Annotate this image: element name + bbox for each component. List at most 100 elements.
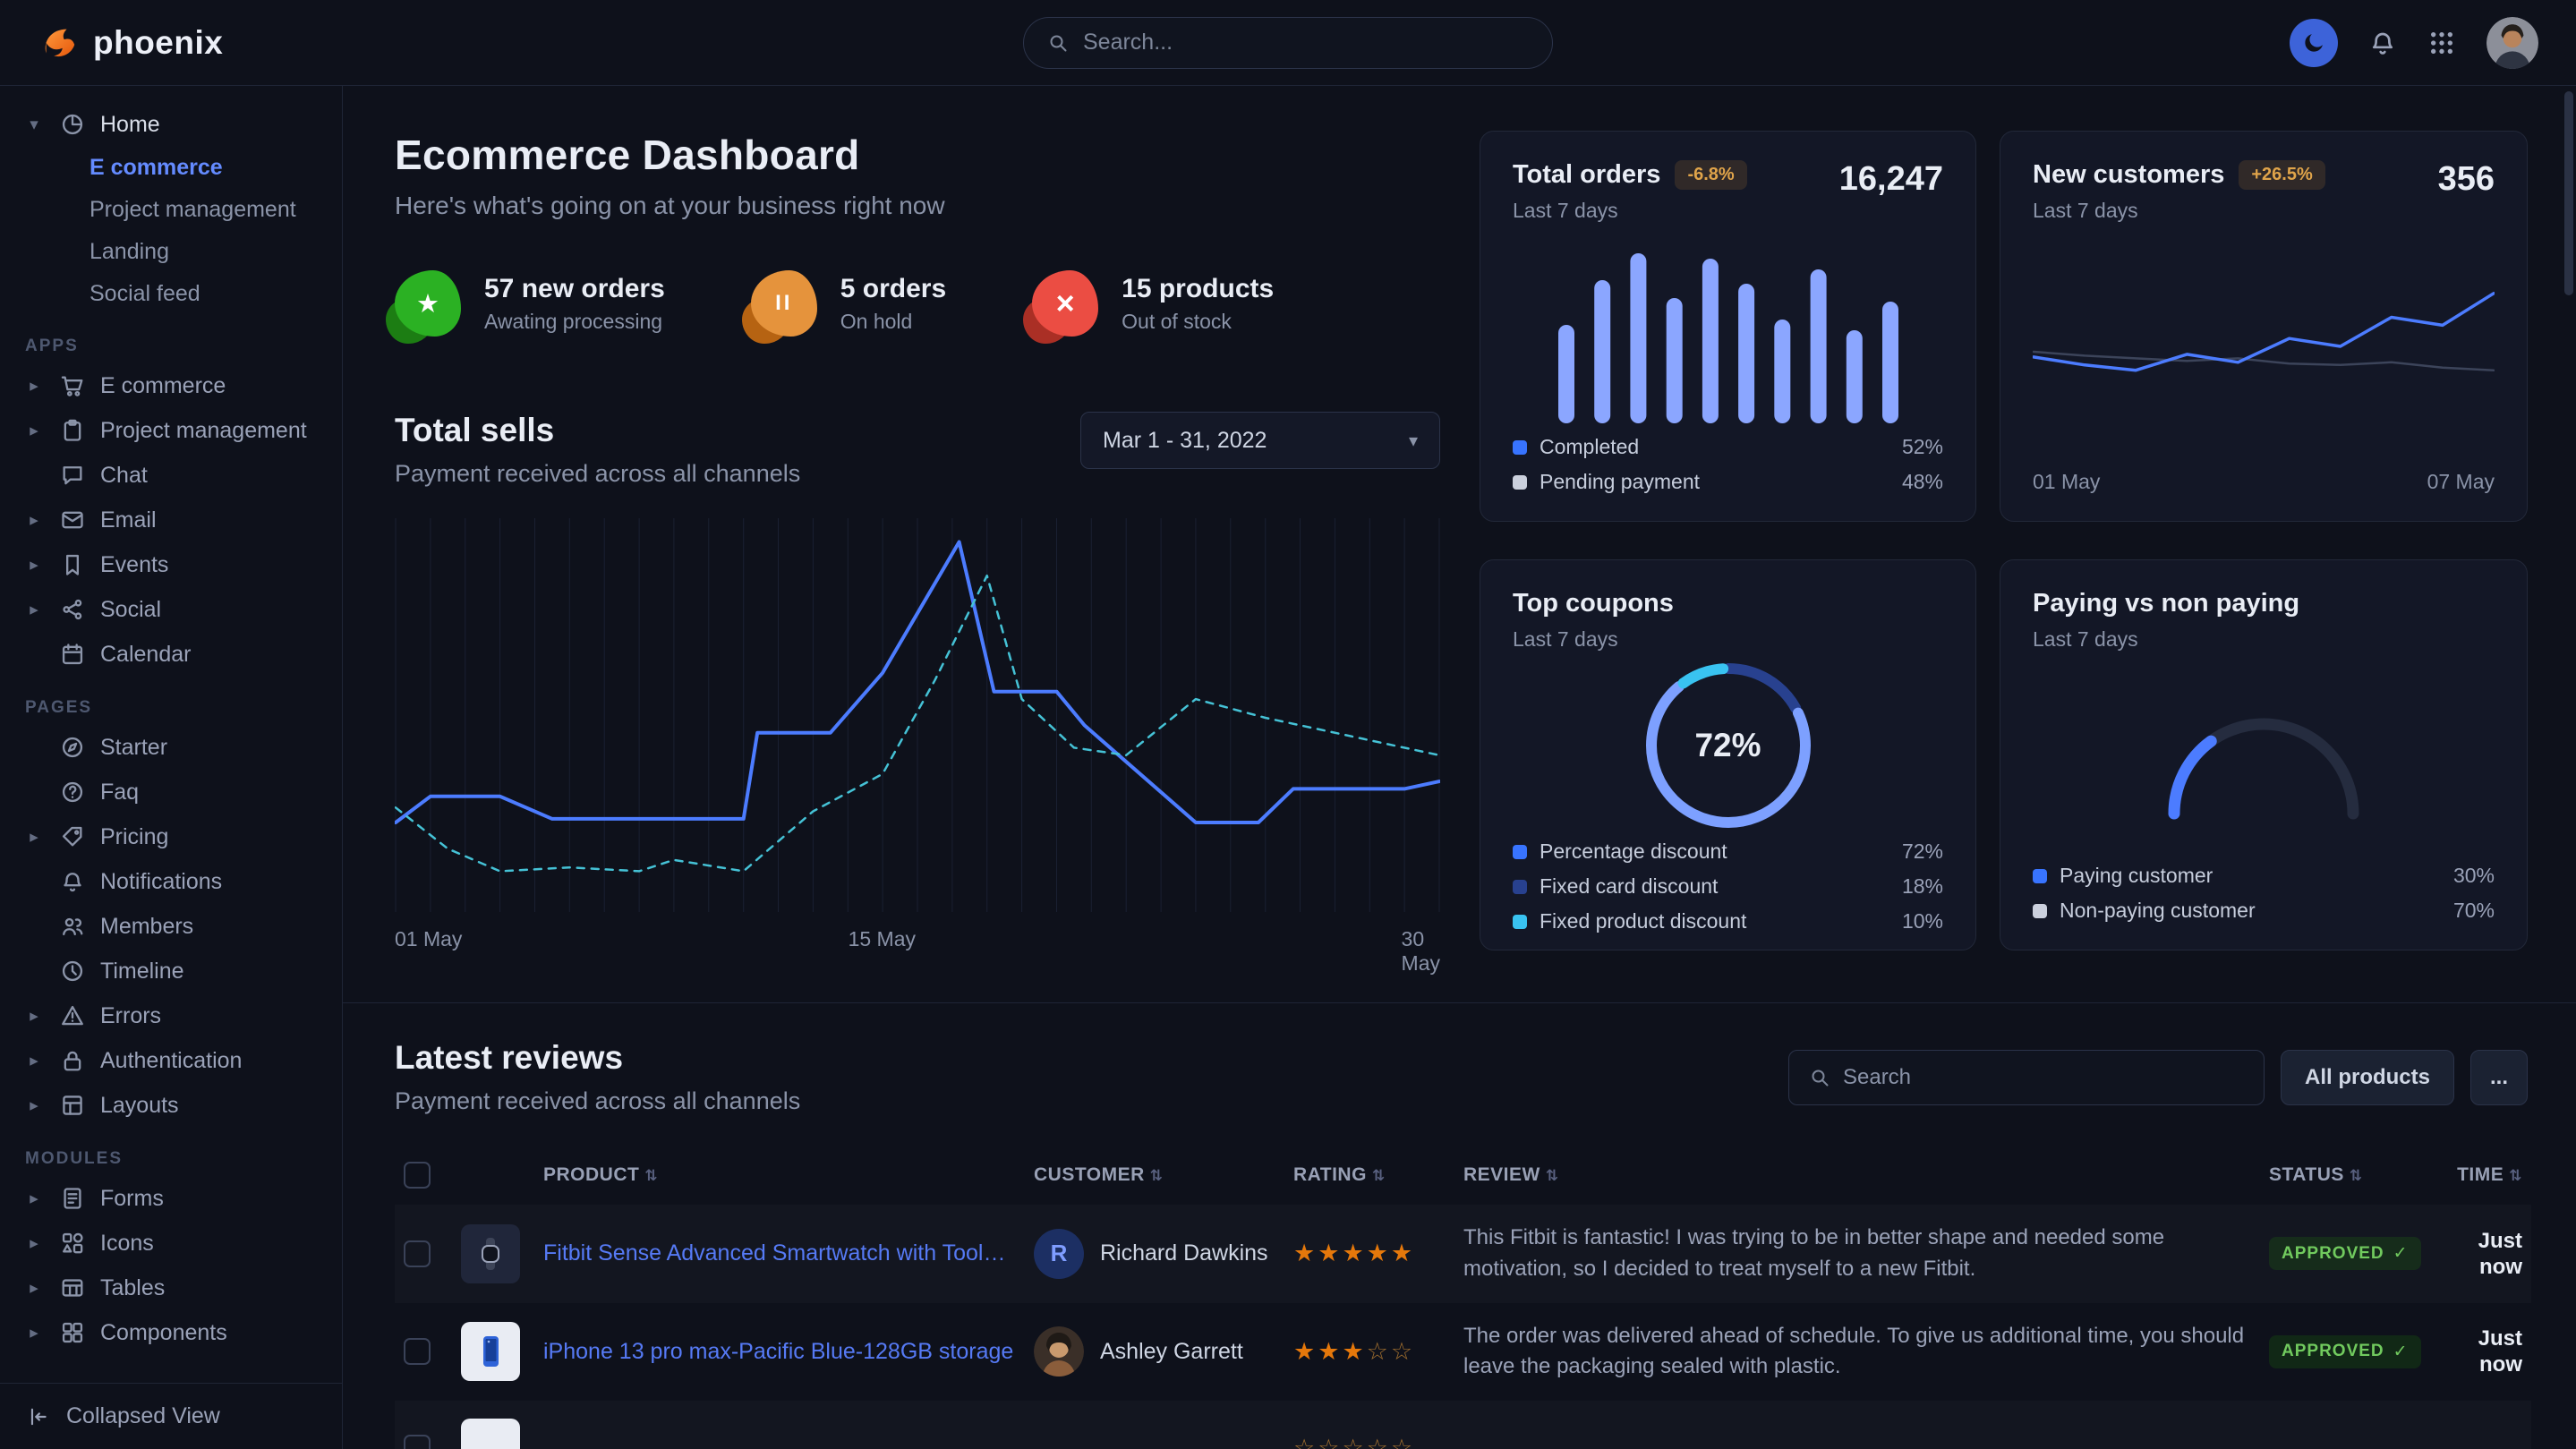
page-scrollbar[interactable] xyxy=(2564,91,2573,295)
chevron-right-icon: ▸ xyxy=(23,1323,45,1343)
card-period: Last 7 days xyxy=(1513,627,1674,652)
on-hold-blob: II xyxy=(751,270,817,337)
row-checkbox[interactable] xyxy=(404,1338,431,1365)
theme-toggle-button[interactable] xyxy=(2290,19,2338,67)
sidebar-item-label: Home xyxy=(100,112,160,138)
reviews-title: Latest reviews xyxy=(395,1039,800,1077)
reviews-subtitle: Payment received across all channels xyxy=(395,1087,800,1115)
global-search[interactable] xyxy=(1023,17,1553,69)
product-link[interactable]: iPhone 13 pro max-Pacific Blue-128GB sto… xyxy=(543,1339,1013,1365)
sidebar-item-ecommerce-dashboard[interactable]: E commerce xyxy=(23,147,328,189)
sidebar-item-members[interactable]: Members xyxy=(23,904,328,949)
clock-icon xyxy=(57,959,88,984)
cart-icon xyxy=(57,373,88,398)
layout-icon xyxy=(57,1093,88,1118)
sidebar-item-starter[interactable]: Starter xyxy=(23,725,328,770)
brand-logo[interactable]: phoenix xyxy=(38,22,223,64)
total-sells-subtitle: Payment received across all channels xyxy=(395,460,800,488)
legend-swatch xyxy=(1513,915,1527,929)
row-checkbox[interactable] xyxy=(404,1435,431,1449)
sidebar-item-icons[interactable]: ▸ Icons xyxy=(23,1221,328,1266)
sidebar-item-chat[interactable]: Chat xyxy=(23,453,328,498)
chevron-right-icon: ▸ xyxy=(23,600,45,620)
stat-subtitle: Out of stock xyxy=(1122,310,1274,334)
column-header-rating[interactable]: RATING⇅ xyxy=(1284,1146,1454,1205)
sidebar-item-events[interactable]: ▸ Events xyxy=(23,542,328,587)
check-icon: ✓ xyxy=(2393,1243,2409,1264)
chevron-down-icon: ▾ xyxy=(1409,430,1418,452)
sidebar-item-components[interactable]: ▸ Components xyxy=(23,1310,328,1355)
paying-gauge-chart xyxy=(2033,652,2495,864)
select-all-checkbox[interactable] xyxy=(404,1162,431,1189)
share-icon xyxy=(57,597,88,622)
sidebar-item-tables[interactable]: ▸ Tables xyxy=(23,1266,328,1310)
rating-stars: ★★★★★ xyxy=(1293,1240,1446,1267)
apps-menu-button[interactable] xyxy=(2427,29,2456,57)
search-input[interactable] xyxy=(1083,30,1529,55)
sidebar-item-timeline[interactable]: Timeline xyxy=(23,949,328,993)
user-avatar[interactable] xyxy=(2486,17,2538,69)
column-header-customer[interactable]: CUSTOMER⇅ xyxy=(1025,1146,1284,1205)
product-link[interactable]: Fitbit Sense Advanced Smartwatch with To… xyxy=(543,1240,1016,1266)
card-period: Last 7 days xyxy=(2033,627,2299,652)
sidebar-item-forms[interactable]: ▸ Forms xyxy=(23,1176,328,1221)
sidebar-item-layouts[interactable]: ▸ Layouts xyxy=(23,1083,328,1128)
pause-icon: II xyxy=(751,270,817,337)
star-icon: ★ xyxy=(395,270,461,337)
date-range-select[interactable]: Mar 1 - 31, 2022 ▾ xyxy=(1080,412,1440,469)
status-badge: APPROVED✓ xyxy=(2269,1335,2421,1368)
sort-icon: ⇅ xyxy=(2509,1167,2522,1184)
sort-icon: ⇅ xyxy=(1372,1167,1386,1184)
customer-avatar xyxy=(1034,1326,1084,1377)
sidebar-item-pricing[interactable]: ▸ Pricing xyxy=(23,814,328,859)
sidebar-item-project-management-app[interactable]: ▸ Project management xyxy=(23,408,328,453)
collapsed-view-toggle[interactable]: Collapsed View xyxy=(0,1383,342,1449)
stat-out-of-stock: × 15 products Out of stock xyxy=(1032,270,1274,337)
top-coupons-donut-chart: 72% xyxy=(1513,652,1943,840)
reviews-table: PRODUCT⇅ CUSTOMER⇅ RATING⇅ REVIEW⇅ STATU… xyxy=(395,1146,2531,1449)
sidebar-item-notifications[interactable]: Notifications xyxy=(23,859,328,904)
product-image-smartwatch xyxy=(461,1224,520,1283)
sidebar-item-calendar[interactable]: Calendar xyxy=(23,632,328,677)
all-products-button[interactable]: All products xyxy=(2281,1050,2454,1105)
sidebar-item-landing[interactable]: Landing xyxy=(23,231,328,273)
column-header-status[interactable]: STATUS⇅ xyxy=(2260,1146,2421,1205)
chevron-right-icon: ▸ xyxy=(23,376,45,396)
legend-item: Fixed product discount 10% xyxy=(1513,909,1943,933)
more-options-button[interactable]: ... xyxy=(2470,1050,2528,1105)
chevron-right-icon: ▸ xyxy=(23,510,45,531)
donut-center-value: 72% xyxy=(1694,727,1761,764)
new-customers-card: New customers +26.5% Last 7 days 356 01 … xyxy=(2000,131,2528,522)
reviews-search-input[interactable] xyxy=(1843,1065,2244,1090)
calendar-icon xyxy=(57,642,88,667)
warning-icon xyxy=(57,1003,88,1028)
reviews-search[interactable] xyxy=(1788,1050,2265,1105)
change-badge: -6.8% xyxy=(1675,160,1746,190)
sidebar-item-email[interactable]: ▸ Email xyxy=(23,498,328,542)
sidebar-item-ecommerce-app[interactable]: ▸ E commerce xyxy=(23,363,328,408)
question-circle-icon xyxy=(57,780,88,805)
grid-icon xyxy=(2427,29,2456,57)
row-checkbox[interactable] xyxy=(404,1240,431,1267)
column-header-time[interactable]: TIME⇅ xyxy=(2421,1146,2531,1205)
review-time: Just now xyxy=(2478,1326,2522,1377)
review-time: Just now xyxy=(2478,1229,2522,1279)
chat-icon xyxy=(57,463,88,488)
sidebar-item-social-feed[interactable]: Social feed xyxy=(23,273,328,315)
sidebar-item-faq[interactable]: Faq xyxy=(23,770,328,814)
sidebar-item-home[interactable]: ▾ Home xyxy=(23,102,328,147)
column-header-review[interactable]: REVIEW⇅ xyxy=(1454,1146,2260,1205)
legend-swatch xyxy=(1513,440,1527,455)
sidebar-item-authentication[interactable]: ▸ Authentication xyxy=(23,1038,328,1083)
top-navbar: phoenix xyxy=(0,0,2576,86)
sidebar-item-errors[interactable]: ▸ Errors xyxy=(23,993,328,1038)
card-title: Total orders xyxy=(1513,160,1660,190)
out-of-stock-blob: × xyxy=(1032,270,1098,337)
notifications-button[interactable] xyxy=(2368,29,2397,57)
column-header-product[interactable]: PRODUCT⇅ xyxy=(452,1146,1025,1205)
sidebar-item-project-management-dashboard[interactable]: Project management xyxy=(23,189,328,231)
search-icon xyxy=(1047,32,1069,54)
sidebar-item-social[interactable]: ▸ Social xyxy=(23,587,328,632)
stat-new-orders: ★ 57 new orders Awating processing xyxy=(395,270,665,337)
card-title: Paying vs non paying xyxy=(2033,589,2299,618)
